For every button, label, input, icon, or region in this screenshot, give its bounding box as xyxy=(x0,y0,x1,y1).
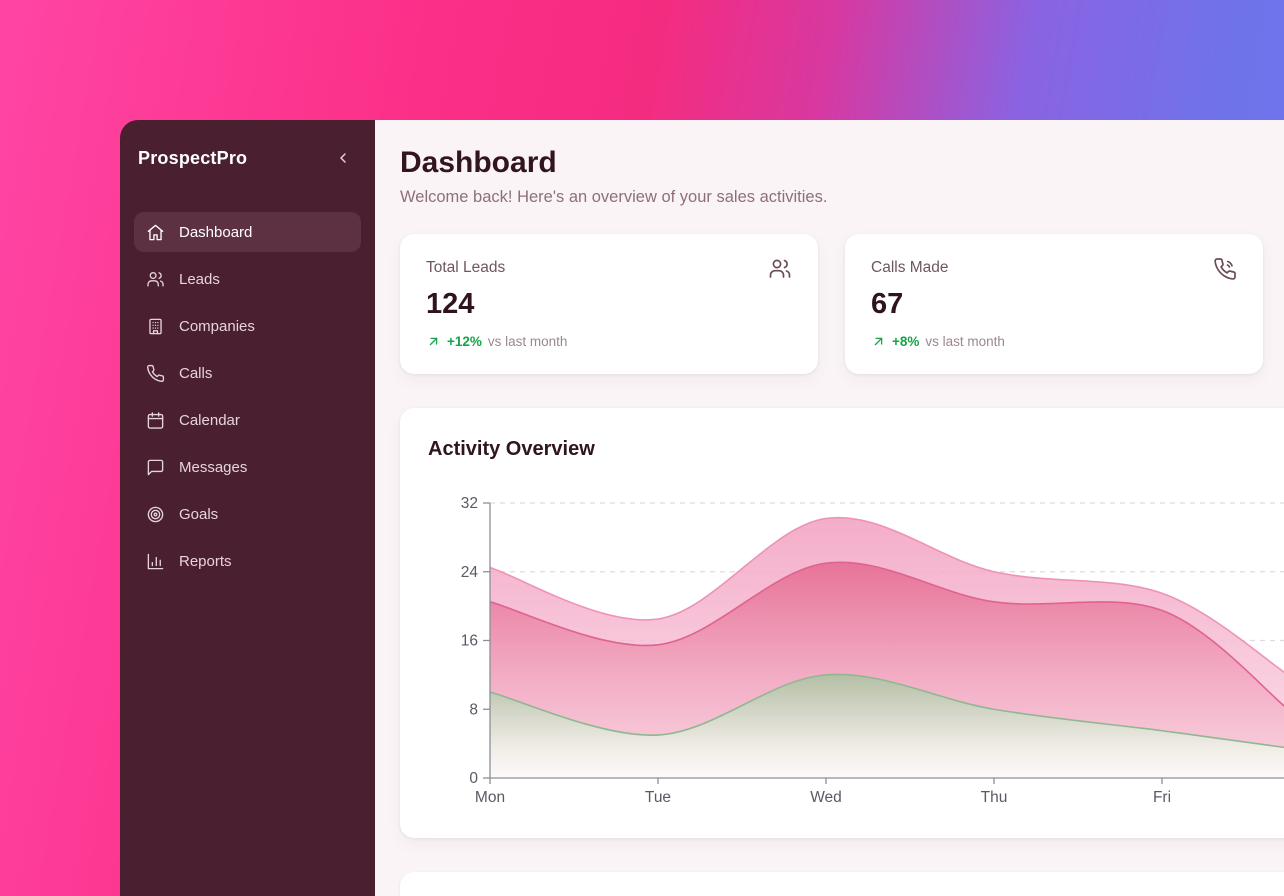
svg-text:16: 16 xyxy=(461,633,478,650)
sidebar-nav: Dashboard Leads Companies Calls Calendar Mess… xyxy=(134,212,361,581)
sidebar-item-dashboard[interactable]: Dashboard xyxy=(134,212,361,252)
stat-label: Total Leads xyxy=(426,259,506,276)
stat-value: 124 xyxy=(426,288,475,320)
partial-bottom-card xyxy=(400,872,1284,896)
calendar-icon xyxy=(146,411,165,430)
users-icon xyxy=(146,270,165,289)
stat-label: Calls Made xyxy=(871,259,949,276)
activity-overview-title: Activity Overview xyxy=(428,438,595,460)
sidebar-header: ProspectPro xyxy=(134,146,361,170)
stat-value: 67 xyxy=(871,288,904,320)
sidebar-item-label: Goals xyxy=(179,505,219,523)
svg-text:24: 24 xyxy=(461,564,479,581)
sidebar-item-label: Messages xyxy=(179,458,248,476)
sidebar-item-reports[interactable]: Reports xyxy=(134,541,361,581)
users-icon xyxy=(768,257,792,286)
sidebar-item-label: Companies xyxy=(179,317,255,335)
sidebar: ProspectPro Dashboard Leads Companies Calls… xyxy=(120,120,375,896)
svg-text:Wed: Wed xyxy=(810,789,842,806)
target-icon xyxy=(146,505,165,524)
sidebar-item-label: Reports xyxy=(179,552,232,570)
activity-area-chart: 0 8 16 24 32 Mon Tue Wed Thu Fri xyxy=(461,495,1284,806)
svg-text:Thu: Thu xyxy=(981,789,1008,806)
home-icon xyxy=(146,223,165,242)
stat-card-total-leads: Total Leads 124 +12% vs last month xyxy=(400,234,818,374)
trend-suffix: vs last month xyxy=(487,334,568,349)
sidebar-item-companies[interactable]: Companies xyxy=(134,306,361,346)
activity-overview-card: Activity Overview 0 8 16 24 32 Mon Tue Wed Thu Fr… xyxy=(400,408,1284,838)
svg-text:32: 32 xyxy=(461,495,478,512)
svg-text:0: 0 xyxy=(469,770,478,787)
sidebar-item-label: Calls xyxy=(179,364,213,382)
chevron-left-icon xyxy=(340,153,346,163)
up-right-arrow-icon xyxy=(426,334,441,349)
svg-text:8: 8 xyxy=(469,701,478,718)
sidebar-item-label: Calendar xyxy=(179,411,240,429)
bar-chart-icon xyxy=(146,552,165,571)
stat-trend: +8% vs last month xyxy=(871,334,1237,349)
stat-trend: +12% vs last month xyxy=(426,334,792,349)
sidebar-item-label: Leads xyxy=(179,270,220,288)
message-icon xyxy=(146,458,165,477)
stats-row: Total Leads 124 +12% vs last month Calls… xyxy=(400,234,1284,374)
app-logo: ProspectPro xyxy=(138,147,248,168)
building-icon xyxy=(146,317,165,336)
sidebar-item-calls[interactable]: Calls xyxy=(134,353,361,393)
sidebar-item-leads[interactable]: Leads xyxy=(134,259,361,299)
activity-chart: 0 8 16 24 32 Mon Tue Wed Thu Fri xyxy=(430,495,1284,815)
up-right-arrow-icon xyxy=(871,334,886,349)
trend-suffix: vs last month xyxy=(925,334,1005,349)
sidebar-item-goals[interactable]: Goals xyxy=(134,494,361,534)
trend-value: +12% xyxy=(447,334,482,349)
svg-text:Fri: Fri xyxy=(1153,789,1171,806)
main-content: Dashboard Welcome back! Here's an overvi… xyxy=(375,120,1284,896)
phone-call-icon xyxy=(1213,257,1237,286)
sidebar-item-label: Dashboard xyxy=(179,223,253,241)
svg-text:Tue: Tue xyxy=(645,789,671,806)
page-title: Dashboard xyxy=(400,146,557,179)
page-subtitle: Welcome back! Here's an overview of your… xyxy=(400,188,828,206)
phone-icon xyxy=(146,364,165,383)
trend-value: +8% xyxy=(892,334,920,349)
svg-text:Mon: Mon xyxy=(475,789,505,806)
stat-card-calls-made: Calls Made 67 +8% vs last month xyxy=(845,234,1263,374)
sidebar-item-calendar[interactable]: Calendar xyxy=(134,400,361,440)
sidebar-item-messages[interactable]: Messages xyxy=(134,447,361,487)
sidebar-collapse-button[interactable] xyxy=(331,146,355,170)
